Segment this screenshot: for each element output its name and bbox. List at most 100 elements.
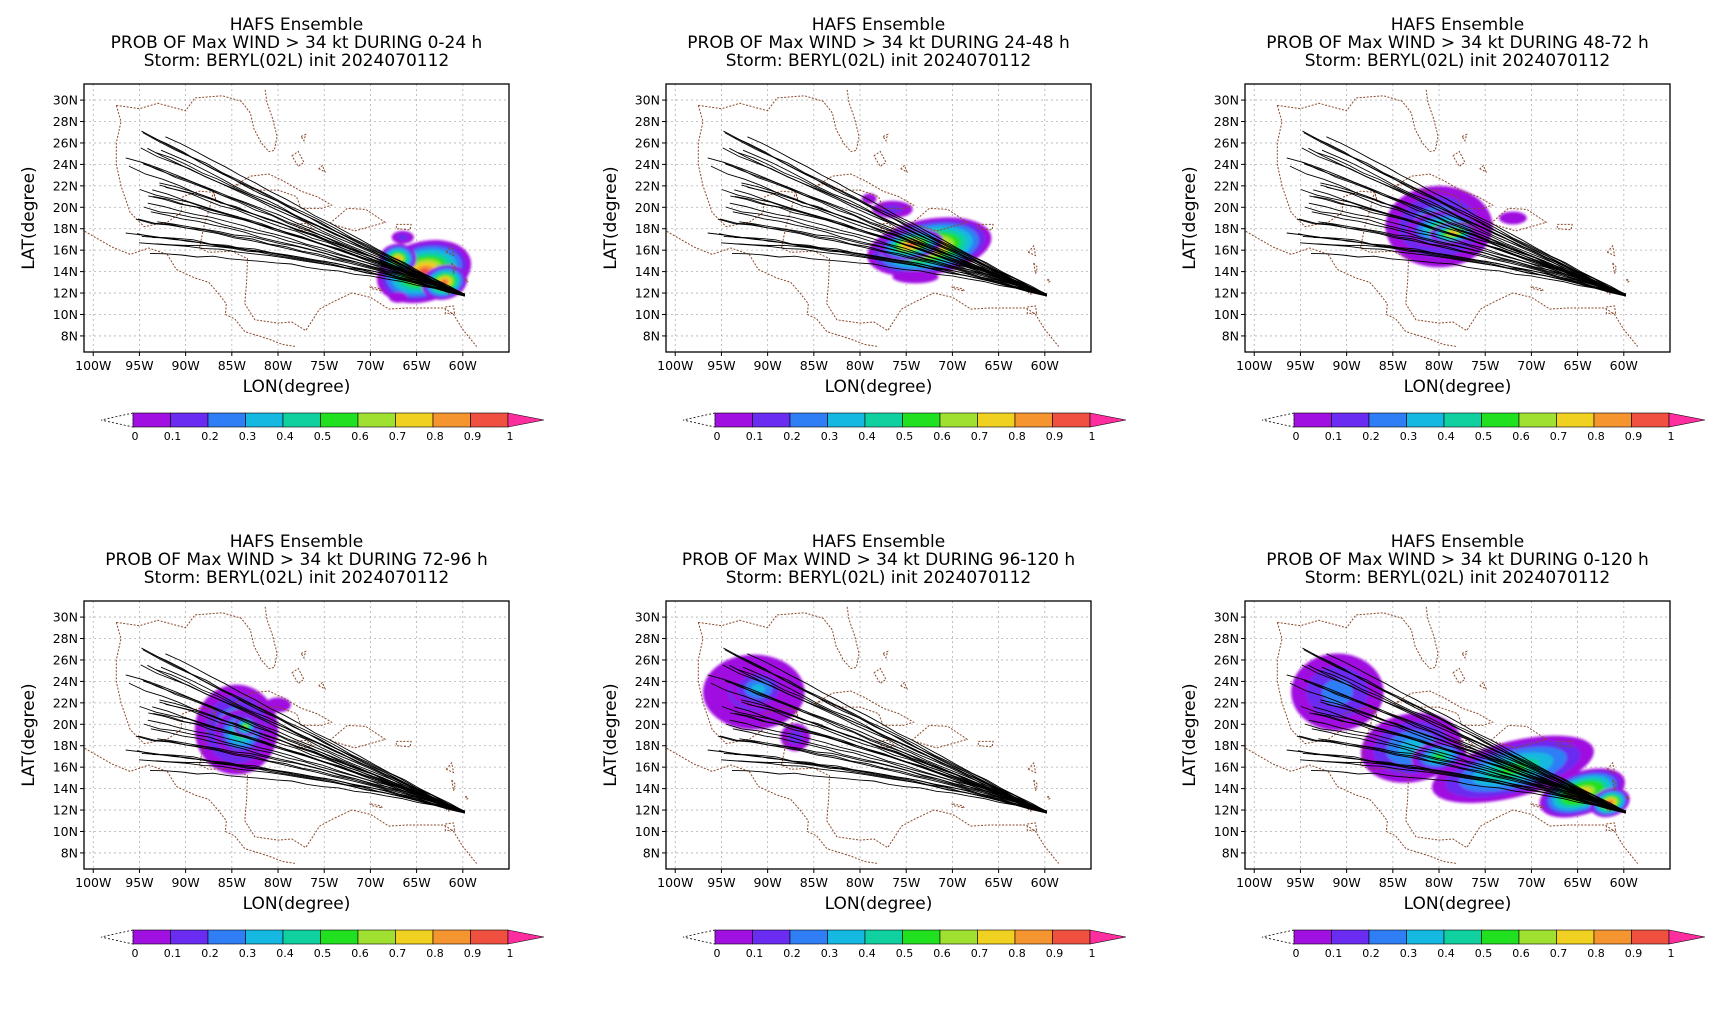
lat-tick-label: 14N xyxy=(635,781,660,796)
ensemble-track xyxy=(151,136,465,296)
lat-tick-label: 20N xyxy=(53,717,78,732)
coastline xyxy=(291,150,305,168)
coastline xyxy=(212,191,217,203)
colorbar-segment xyxy=(752,929,791,945)
ensemble-track xyxy=(1311,211,1626,295)
lon-tick-label: 85W xyxy=(800,358,828,373)
colorbar-segment xyxy=(939,412,978,428)
lon-tick-label: 80W xyxy=(846,875,874,890)
colorbar-label: 1 xyxy=(507,947,514,960)
colorbar-under-triangle xyxy=(682,929,716,945)
coastline xyxy=(1605,822,1617,831)
map-frame xyxy=(1244,600,1671,870)
colorbar-label: 0.5 xyxy=(314,430,332,443)
coastline xyxy=(951,286,966,292)
colorbar-label: 0.2 xyxy=(783,430,801,443)
colorbar-under-triangle xyxy=(1261,412,1295,428)
ensemble-track xyxy=(733,653,1047,813)
lat-tick-label: 26N xyxy=(53,652,78,667)
lon-tick-label: 65W xyxy=(1563,358,1591,373)
lat-tick-label: 30N xyxy=(635,93,660,108)
colorbar-over-triangle xyxy=(507,929,545,945)
ensemble-track xyxy=(151,653,465,813)
lat-tick-label: 10N xyxy=(635,307,660,322)
ensemble-track xyxy=(1304,680,1626,814)
colorbar-label: 0.1 xyxy=(746,947,764,960)
map-frame xyxy=(1244,83,1671,353)
colorbar-segment xyxy=(132,412,171,428)
colorbar-label: 0 xyxy=(714,430,721,443)
probability-contour xyxy=(397,234,409,241)
lon-tick-label: 85W xyxy=(218,875,246,890)
coastline xyxy=(1033,262,1038,274)
colorbar-segment xyxy=(939,929,978,945)
lat-tick-label: 12N xyxy=(635,803,660,818)
colorbar-label: 0.1 xyxy=(1325,947,1343,960)
colorbar-segment xyxy=(902,929,941,945)
lon-tick-label: 100W xyxy=(1236,875,1272,890)
lon-tick-label: 95W xyxy=(125,358,153,373)
coastline xyxy=(1461,650,1468,659)
lon-tick-label: 80W xyxy=(264,358,292,373)
coastline xyxy=(1626,278,1631,284)
lon-tick-label: 100W xyxy=(1236,358,1272,373)
coastline xyxy=(1479,164,1488,173)
colorbar-label: 0.6 xyxy=(351,947,369,960)
x-axis-label: LON(degree) xyxy=(243,894,351,914)
colorbar-segment xyxy=(1631,412,1670,428)
coastline xyxy=(977,223,994,231)
lon-tick-label: 60W xyxy=(1610,358,1638,373)
ensemble-track xyxy=(1310,252,1626,297)
lat-tick-label: 8N xyxy=(643,328,660,343)
probability-contour xyxy=(882,205,903,214)
panel-subtitle: PROB OF Max WIND > 34 kt DURING 96-120 h xyxy=(682,550,1075,570)
coastline xyxy=(748,771,879,865)
lat-tick-label: 30N xyxy=(53,610,78,625)
ensemble-track xyxy=(707,749,1047,814)
coastline xyxy=(1033,779,1038,791)
colorbar-segment xyxy=(170,929,209,945)
ensemble-track xyxy=(143,680,465,814)
panel-subtitle: PROB OF Max WIND > 34 kt DURING 0-120 h xyxy=(1266,550,1648,570)
coastline xyxy=(951,803,966,809)
lon-tick-label: 80W xyxy=(264,875,292,890)
colorbar-label: 0.4 xyxy=(1437,947,1455,960)
lon-tick-label: 75W xyxy=(1471,358,1499,373)
lat-tick-label: 24N xyxy=(53,157,78,172)
ensemble-track xyxy=(1308,147,1626,296)
x-axis-label: LON(degree) xyxy=(825,894,933,914)
lon-tick-label: 60W xyxy=(449,875,477,890)
lon-tick-label: 60W xyxy=(1031,875,1059,890)
colorbar-segment xyxy=(1331,929,1370,945)
y-axis-label: LAT(degree) xyxy=(19,683,39,786)
colorbar-segment xyxy=(1556,412,1595,428)
coastline xyxy=(444,305,456,314)
lat-tick-label: 12N xyxy=(1214,286,1239,301)
colorbar-label: 0.6 xyxy=(933,947,951,960)
lat-tick-label: 16N xyxy=(1214,760,1239,775)
coastline xyxy=(445,761,455,774)
panel-title: HAFS Ensemble xyxy=(812,15,945,35)
colorbar-segment xyxy=(864,929,903,945)
coastline xyxy=(1454,739,1476,749)
colorbar-segment xyxy=(470,412,509,428)
ensemble-track xyxy=(137,218,465,297)
coastline xyxy=(1027,244,1037,257)
ensemble-track xyxy=(165,136,465,295)
coastline xyxy=(84,230,168,255)
coastline xyxy=(395,223,412,231)
coastline xyxy=(900,164,909,173)
coastline xyxy=(1479,681,1488,690)
probability-contour xyxy=(751,684,766,694)
ensemble-track xyxy=(734,189,1047,297)
lat-tick-label: 10N xyxy=(635,824,660,839)
colorbar-label: 0.9 xyxy=(464,430,482,443)
colorbar: 0 0.1 0.2 0.3 0.4 0.5 0.6 0.7 0.8 0.9 1 xyxy=(100,929,545,960)
coastline xyxy=(1606,761,1616,774)
coastline xyxy=(748,254,879,348)
lat-tick-label: 10N xyxy=(1214,824,1239,839)
colorbar-segment xyxy=(245,929,284,945)
lon-tick-label: 80W xyxy=(846,358,874,373)
lon-tick-label: 70W xyxy=(938,875,966,890)
colorbar-label: 0.7 xyxy=(1550,947,1568,960)
